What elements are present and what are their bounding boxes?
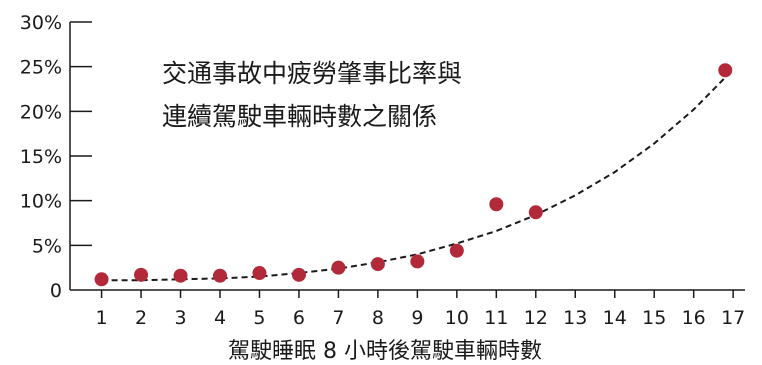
x-tick-label: 15: [642, 307, 666, 329]
y-tick-label: 25%: [20, 57, 62, 79]
y-tick-label: 20%: [20, 101, 62, 123]
data-point: [489, 197, 504, 212]
data-point: [94, 272, 109, 287]
data-point: [134, 267, 149, 282]
y-tick-label: 15%: [20, 146, 62, 168]
x-tick-label: 14: [603, 307, 627, 329]
x-tick-label: 4: [214, 307, 226, 329]
x-tick-label: 12: [524, 307, 548, 329]
trend-line: [101, 76, 727, 282]
x-tick-label: 13: [563, 307, 587, 329]
x-tick-label: 17: [721, 307, 745, 329]
data-points: [94, 63, 733, 287]
y-tick-label: 0: [50, 280, 62, 302]
data-point: [370, 257, 385, 272]
data-point: [718, 63, 733, 78]
data-point: [291, 267, 306, 282]
x-tick-label: 8: [372, 307, 384, 329]
data-point: [331, 260, 346, 275]
x-axis: 1 2 3 4 5 6 7 8 9 10 11 12 13 14 15 16 17: [70, 289, 745, 329]
x-tick-label: 1: [96, 307, 108, 329]
data-point: [449, 243, 464, 258]
x-axis-label: 駕駛睡眠 8 小時後駕駛車輛時數: [228, 339, 542, 364]
x-tick-label: 2: [135, 307, 147, 329]
chart-title-line-1: 交通事故中疲勞肇事比率與: [162, 59, 462, 88]
x-tick-label: 5: [253, 307, 265, 329]
y-tick-label: 10%: [20, 191, 62, 213]
data-point: [252, 266, 267, 281]
data-point: [173, 268, 188, 283]
x-tick-label: 11: [484, 307, 508, 329]
chart-title-line-2: 連續駕駛車輛時數之關係: [162, 102, 437, 131]
x-tick-label: 3: [174, 307, 186, 329]
x-tick-label: 16: [682, 307, 706, 329]
data-point: [410, 254, 425, 269]
y-tick-label: 5%: [32, 235, 62, 257]
data-point: [528, 205, 543, 220]
y-tick-label: 30%: [20, 12, 62, 34]
y-axis: 0 5% 10% 15% 20% 25% 30%: [20, 12, 92, 302]
x-tick-label: 6: [293, 307, 305, 329]
data-point: [213, 268, 227, 283]
x-tick-label: 9: [411, 307, 423, 329]
x-tick-label: 7: [332, 307, 344, 329]
x-tick-label: 10: [445, 307, 469, 329]
